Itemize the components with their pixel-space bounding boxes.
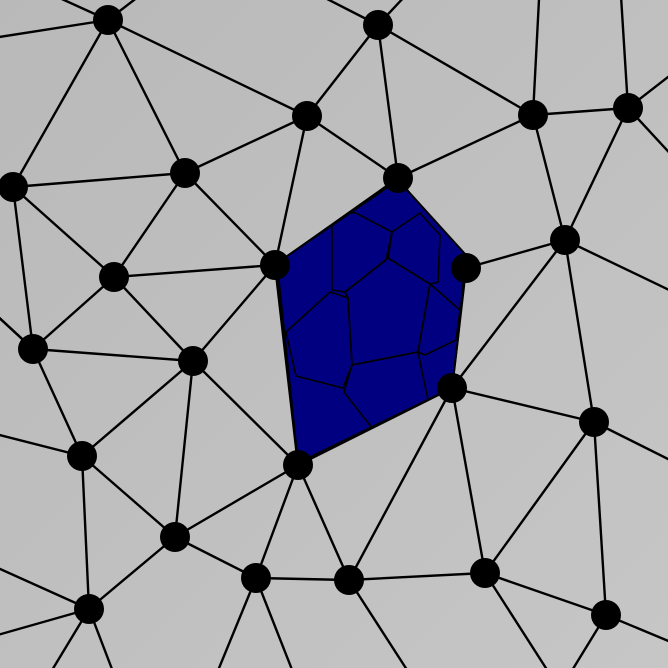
mesh-edge [592, 420, 608, 617]
mesh-edge [11, 171, 187, 189]
mesh-edge [563, 106, 630, 242]
mesh-vertex [579, 407, 609, 437]
mesh-vertex [470, 558, 500, 588]
mesh-edge [183, 114, 309, 175]
mesh-edge [483, 571, 548, 668]
mesh-edge [305, 23, 380, 118]
mesh-edge [604, 613, 668, 643]
mesh-edge [112, 171, 187, 279]
mesh-edge [305, 114, 400, 180]
mesh-edge [106, 18, 309, 118]
mesh-edge [11, 18, 110, 189]
mesh-edge [592, 420, 668, 461]
mesh-edge [464, 238, 567, 270]
mesh-edge [483, 571, 608, 617]
mesh-edge [254, 576, 293, 668]
mesh-vertex [18, 334, 48, 364]
mesh-edge [347, 578, 408, 668]
mesh-vertex [178, 346, 208, 376]
mesh-edge [376, 23, 400, 180]
mesh-vertex [437, 373, 467, 403]
mesh-vertex [93, 5, 123, 35]
mesh-edge [254, 576, 351, 582]
mesh-vertex [260, 250, 290, 280]
mesh-edge [80, 454, 91, 611]
mesh-edge [87, 535, 177, 611]
mesh-vertex [334, 565, 364, 595]
mesh-edge [450, 386, 596, 424]
mesh-vertex [74, 594, 104, 624]
mesh-edge [11, 185, 116, 279]
mesh-vertex [383, 163, 413, 193]
mesh-edge [173, 463, 300, 539]
mesh-edge [80, 454, 177, 539]
mesh-edge [347, 571, 487, 582]
mesh-edge [0, 567, 91, 611]
mesh-vertex [292, 101, 322, 131]
mesh-edge [217, 576, 258, 668]
mesh-vertex [363, 10, 393, 40]
mesh-edge [531, 0, 541, 117]
mesh-vertex [160, 522, 190, 552]
mesh-edge [563, 238, 596, 424]
mesh-edge [173, 535, 258, 580]
mesh-edge [61, 0, 110, 22]
mesh-edge [31, 347, 84, 458]
mesh-vertex [451, 253, 481, 283]
mesh-vertex [67, 441, 97, 471]
mesh-vertex [241, 563, 271, 593]
mesh-edge [396, 113, 535, 180]
mesh-edge [254, 463, 300, 580]
mesh-vertex [99, 262, 129, 292]
mesh-edge [112, 263, 277, 279]
mesh-edge [0, 607, 91, 636]
mesh-vertex [283, 450, 313, 480]
mesh-vertex [613, 93, 643, 123]
mesh-edge [563, 238, 668, 291]
mesh-edge [531, 113, 567, 242]
mesh-edge [483, 420, 596, 575]
mesh-edge [31, 275, 116, 351]
mesh-edge [0, 18, 110, 39]
blue-tile-center [343, 257, 431, 366]
mesh-vertex [550, 225, 580, 255]
mesh-edge [273, 114, 309, 267]
mesh-edge [80, 359, 195, 458]
mesh-vertex [170, 158, 200, 188]
mesh-vertices [0, 5, 643, 630]
mesh-edge [106, 18, 187, 175]
mesh-edge [173, 359, 195, 539]
mesh-edge [191, 359, 300, 467]
mesh-edge [531, 106, 630, 117]
mesh-edge [450, 238, 567, 390]
mesh-edge [183, 171, 277, 267]
mesh-edge [11, 185, 35, 351]
mesh-vertex [0, 172, 28, 202]
mesh-edge [620, 0, 630, 110]
mesh-vertex [591, 600, 621, 630]
mesh-edge [450, 386, 487, 575]
mesh-edge [626, 106, 668, 153]
mesh-edge [112, 275, 195, 363]
mesh-edge [347, 386, 454, 582]
mesh-edge [51, 607, 91, 668]
mesh-edge [0, 433, 84, 458]
mesh-edge [191, 263, 277, 363]
mesh-edge [326, 0, 380, 27]
mesh-edge [376, 23, 535, 117]
mesh-edge [31, 347, 195, 363]
mesh-vertex [518, 100, 548, 130]
mesh-edge [296, 463, 351, 582]
